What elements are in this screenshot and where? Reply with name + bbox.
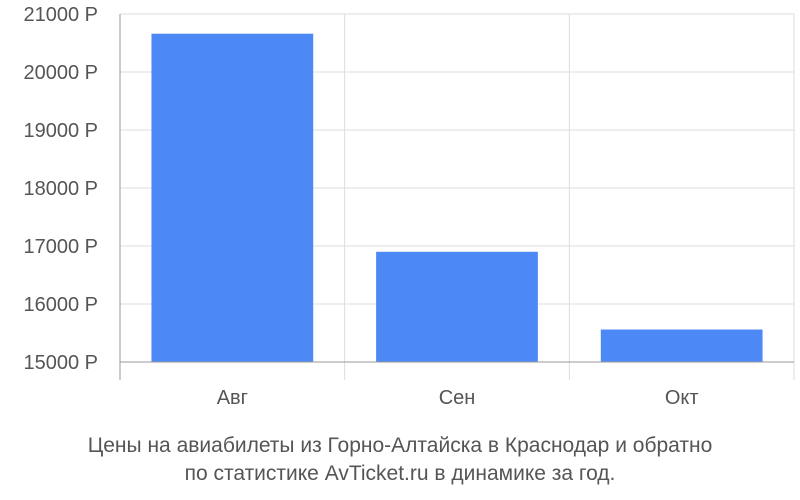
y-tick-label: 18000 Р (23, 178, 98, 200)
x-tick-label: Окт (665, 387, 699, 409)
y-tick-label: 16000 Р (23, 294, 98, 316)
y-tick-label: 15000 Р (23, 352, 98, 374)
bars (151, 33, 763, 362)
chart-caption: Цены на авиабилеты из Горно-Алтайска в К… (0, 432, 800, 488)
x-axis-labels: Авг Сен Окт (217, 387, 699, 409)
axes (119, 14, 794, 380)
bar-2 (376, 251, 538, 362)
bar-3 (600, 329, 763, 362)
y-tick-label: 17000 Р (23, 236, 98, 258)
bar-1 (151, 33, 314, 362)
y-tick-label: 21000 Р (23, 4, 98, 26)
x-tick-label: Авг (217, 387, 248, 409)
x-tick-label: Сен (439, 387, 476, 409)
y-axis-labels: 15000 Р 16000 Р 17000 Р 18000 Р 19000 Р 20000… (23, 4, 98, 374)
y-tick-label: 20000 Р (23, 62, 98, 84)
bar-chart: 15000 Р 16000 Р 17000 Р 18000 Р 19000 Р 20000… (23, 4, 795, 409)
y-tick-label: 19000 Р (23, 120, 98, 142)
caption-line-1: Цены на авиабилеты из Горно-Алтайска в К… (87, 434, 713, 457)
caption-line-2: по статистике AvTicket.ru в динамике за … (184, 462, 616, 485)
